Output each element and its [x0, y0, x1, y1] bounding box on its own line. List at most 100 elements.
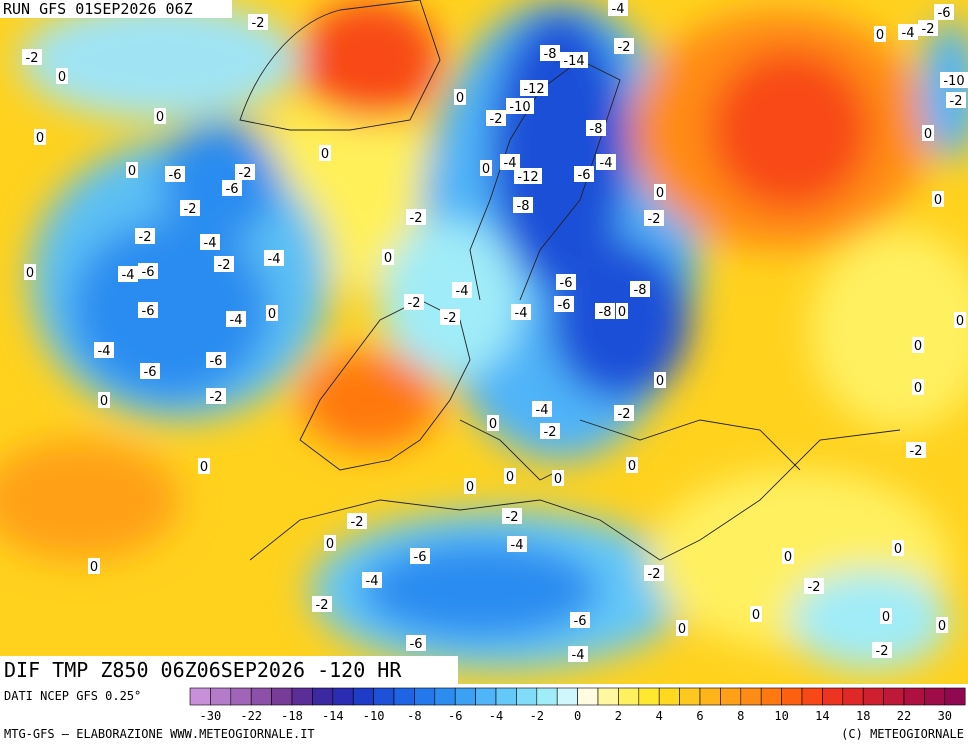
- contour-label-box: [56, 68, 68, 84]
- colorbar-label: -22: [240, 709, 262, 723]
- contour-label: -6: [142, 265, 155, 280]
- contour-label-box: [454, 89, 466, 105]
- contour-label-box: [34, 129, 46, 145]
- contour-label-box: [138, 263, 158, 279]
- colorbar-swatch: [638, 687, 660, 706]
- colorbar-swatch: [475, 687, 497, 706]
- contour-label-box: [165, 166, 185, 182]
- colorbar-label: 30: [938, 709, 952, 723]
- contour-label-box: [918, 20, 938, 36]
- contour-label-box: [556, 274, 576, 290]
- contour-label-box: [88, 558, 100, 574]
- contour-label-box: [654, 372, 666, 388]
- contour-label: -4: [122, 268, 135, 283]
- colorbar-swatch: [862, 687, 884, 706]
- colorbar-label: -10: [363, 709, 385, 723]
- contour-label-box: [644, 565, 664, 581]
- contour-label: -4: [600, 156, 613, 171]
- contour-label: -10: [509, 100, 530, 115]
- contour-label-box: [540, 45, 560, 61]
- contour-label-box: [486, 110, 506, 126]
- contour-label: -4: [366, 574, 379, 589]
- contour-label: -12: [517, 170, 538, 185]
- colorbar-swatch: [781, 687, 803, 706]
- colorbar-swatch: [230, 687, 252, 706]
- contour-label-box: [222, 180, 242, 196]
- contour-label-box: [616, 303, 628, 319]
- title-box: [0, 656, 458, 684]
- contour-label-box: [410, 548, 430, 564]
- contour-label-box: [595, 303, 615, 319]
- contour-label: -2: [950, 94, 963, 109]
- contour-label: -10: [943, 74, 964, 89]
- contour-label-box: [750, 606, 762, 622]
- contour-label: -4: [268, 252, 281, 267]
- colorbar-swatch: [883, 687, 905, 706]
- contour-label: 0: [268, 307, 276, 322]
- contour-label: 0: [894, 542, 902, 557]
- contour-label-box: [487, 415, 499, 431]
- contour-label-box: [586, 120, 606, 136]
- contour-label-box: [614, 38, 634, 54]
- contour-label-box: [892, 540, 904, 556]
- contour-label: -2: [544, 425, 557, 440]
- contour-label-box: [614, 405, 634, 421]
- contour-label-box: [568, 646, 588, 662]
- contour-label-box: [500, 154, 520, 170]
- contour-label: -2: [618, 40, 631, 55]
- contour-label-box: [180, 200, 200, 216]
- contour-label-box: [554, 296, 574, 312]
- contour-label: -2: [252, 16, 265, 31]
- contour-label: 0: [156, 110, 164, 125]
- contour-label: -2: [26, 51, 39, 66]
- contour-label: -2: [910, 444, 923, 459]
- contour-label-box: [540, 423, 560, 439]
- colorbar-swatch: [393, 687, 415, 706]
- colorbar-swatch: [516, 687, 538, 706]
- colorbar-label: 6: [696, 709, 703, 723]
- contour-label-box: [513, 197, 533, 213]
- contour-label-box: [98, 392, 110, 408]
- contour-label-box: [880, 608, 892, 624]
- contour-label-box: [198, 458, 210, 474]
- contour-label: 0: [26, 266, 34, 281]
- colorbar-label: 18: [856, 709, 870, 723]
- contour-label: -8: [590, 122, 603, 137]
- colorbar-swatch: [658, 687, 680, 706]
- colorbar-swatch: [903, 687, 925, 706]
- contour-label-box: [248, 14, 268, 30]
- contour-label: 0: [876, 28, 884, 43]
- contour-label: -2: [648, 567, 661, 582]
- colorbar-swatch: [760, 687, 782, 706]
- contour-label-box: [206, 388, 226, 404]
- contour-label: 0: [882, 610, 890, 625]
- contour-label-box: [676, 620, 688, 636]
- contour-label: 0: [326, 537, 334, 552]
- colorbar-swatch: [434, 687, 456, 706]
- run-label: RUN GFS 01SEP2026 06Z: [3, 0, 193, 18]
- contour-label: 0: [482, 162, 490, 177]
- contour-label: -6: [410, 637, 423, 652]
- contour-label: -4: [902, 26, 915, 41]
- colorbar-label: -2: [530, 709, 544, 723]
- colorbar-swatch: [312, 687, 334, 706]
- contour-label-box: [532, 401, 552, 417]
- contour-label: 0: [956, 314, 964, 329]
- contour-label: -2: [316, 598, 329, 613]
- colorbar-label: -30: [200, 709, 222, 723]
- contour-label-box: [872, 642, 892, 658]
- contour-label-box: [235, 164, 255, 180]
- contour-label: 0: [752, 608, 760, 623]
- contour-label: -6: [574, 614, 587, 629]
- contour-label-box: [226, 311, 246, 327]
- contour-label-box: [574, 166, 594, 182]
- contour-label: -6: [226, 182, 239, 197]
- contour-label: -4: [230, 313, 243, 328]
- contour-label-box: [654, 184, 666, 200]
- contour-label: 0: [466, 480, 474, 495]
- contour-label-box: [932, 191, 944, 207]
- contour-label: 0: [914, 339, 922, 354]
- contour-label: -6: [144, 365, 157, 380]
- contour-label: -4: [536, 403, 549, 418]
- colorbar-swatch: [720, 687, 742, 706]
